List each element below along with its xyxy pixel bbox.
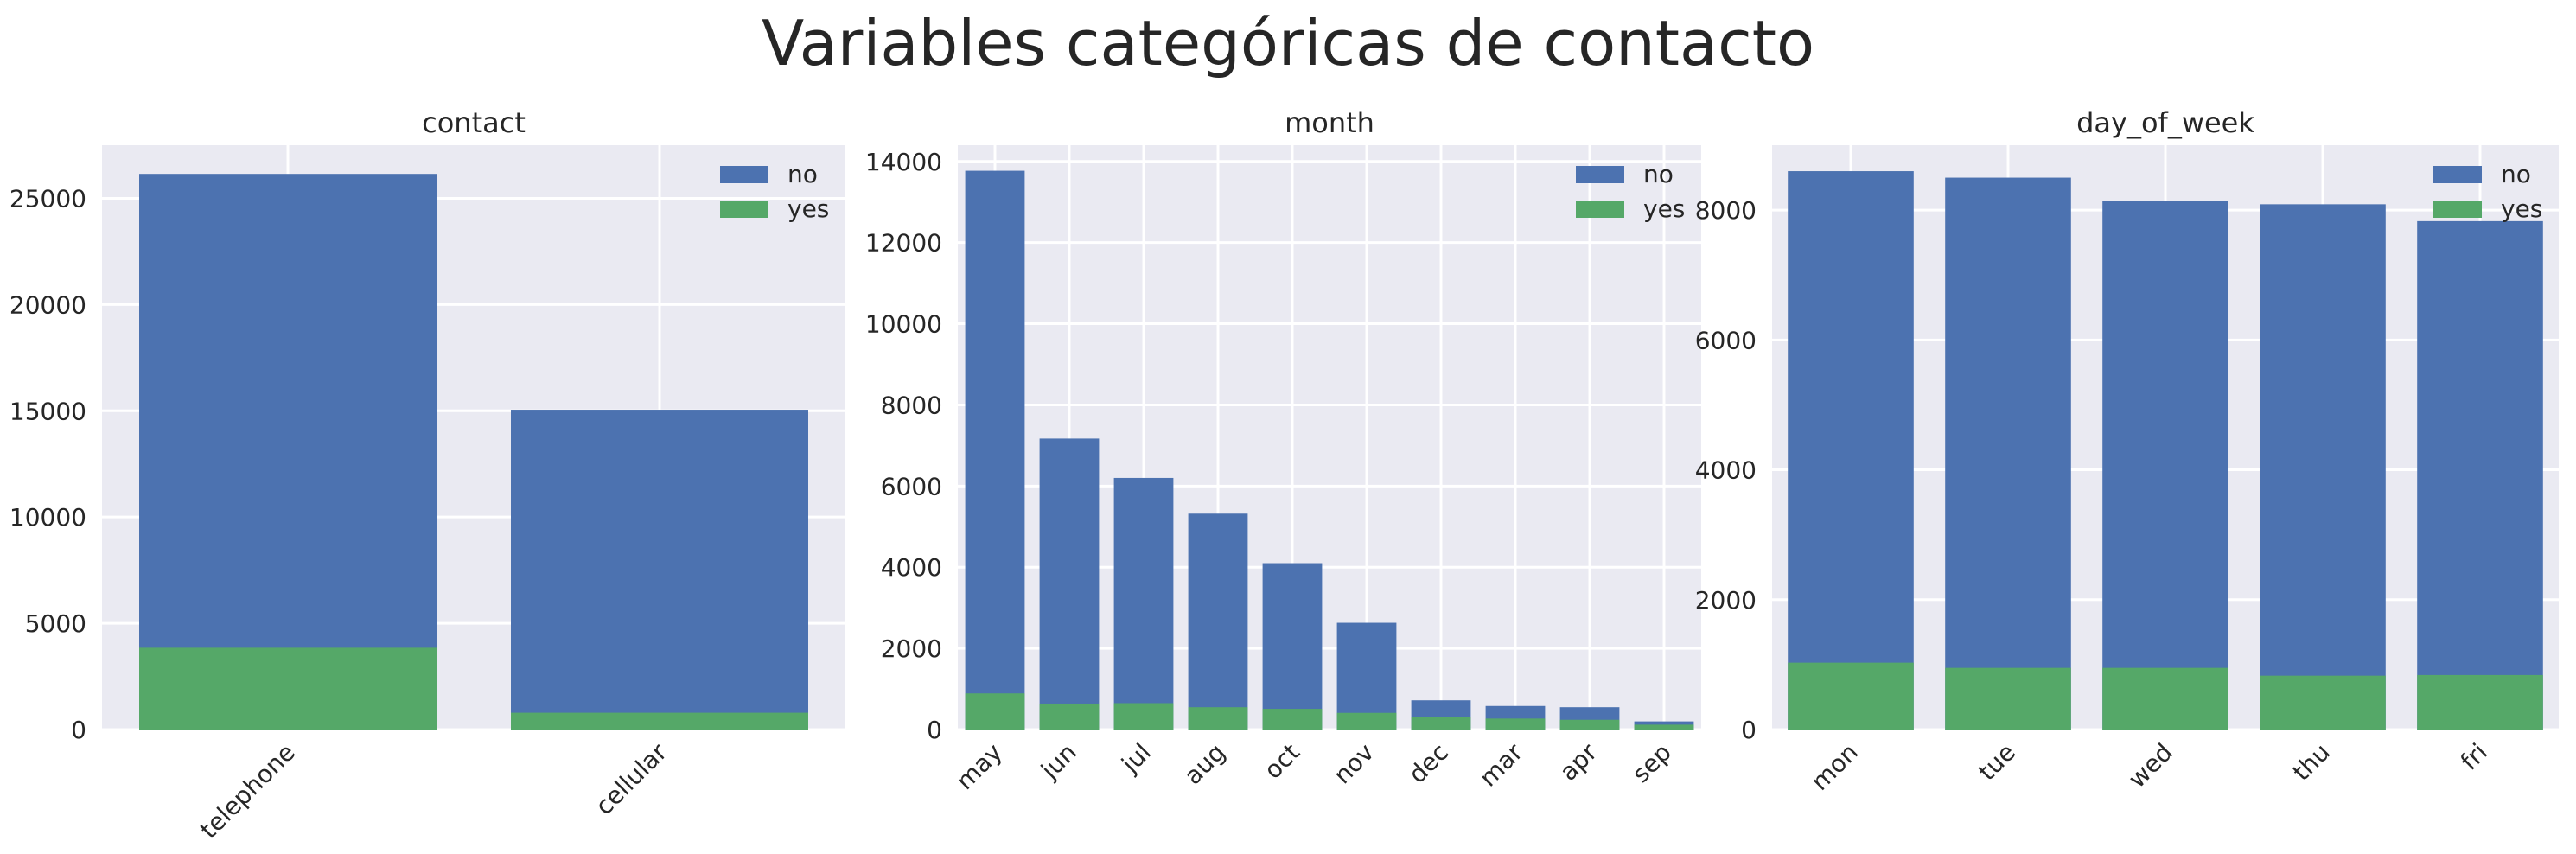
y-tick-label: 8000 — [1695, 196, 1757, 225]
bar-no-aug — [1188, 513, 1248, 730]
y-tick-label: 2000 — [881, 634, 942, 663]
legend-label-yes: yes — [2501, 194, 2542, 223]
bar-no-fri — [2417, 220, 2543, 730]
y-tick-label: 8000 — [881, 391, 942, 419]
legend-swatch-yes — [2433, 201, 2482, 218]
y-tick-label: 0 — [1741, 716, 1757, 744]
bar-yes-may — [965, 693, 1025, 730]
x-tick-label-tue: tue — [1973, 738, 2021, 787]
legend-swatch-no — [2433, 166, 2482, 183]
y-tick-label: 25000 — [10, 184, 86, 213]
bar-no-wed — [2102, 201, 2228, 730]
y-tick-label: 0 — [71, 716, 86, 744]
x-tick-label-nov: nov — [1328, 738, 1380, 790]
legend-swatch-yes — [1576, 201, 1624, 218]
subplot-title: contact — [422, 106, 526, 139]
y-tick-label: 20000 — [10, 290, 86, 319]
bar-yes-dec — [1411, 717, 1471, 730]
bar-yes-mon — [1788, 662, 1914, 730]
y-tick-label: 10000 — [865, 310, 942, 339]
legend-label-no: no — [787, 160, 818, 188]
x-tick-label-mon: mon — [1806, 738, 1864, 796]
x-tick-label-dec: dec — [1403, 738, 1454, 789]
bar-yes-jun — [1039, 703, 1100, 730]
x-tick-label-fri: fri — [2455, 738, 2493, 776]
subplot-title: day_of_week — [2076, 106, 2254, 139]
bar-yes-thu — [2260, 675, 2386, 730]
bar-yes-mar — [1485, 718, 1546, 730]
bar-yes-tue — [1945, 667, 2071, 730]
legend-label-no: no — [2501, 160, 2531, 188]
bar-no-tue — [1945, 177, 2071, 730]
legend-label-no: no — [1643, 160, 1674, 188]
bar-yes-sep — [1634, 724, 1694, 730]
subplot-title: month — [1285, 106, 1374, 139]
y-tick-label: 4000 — [881, 553, 942, 582]
x-tick-label-cellular: cellular — [590, 737, 673, 820]
x-tick-label-jul: jul — [1115, 738, 1157, 780]
bar-no-telephone — [139, 174, 437, 730]
y-tick-label: 5000 — [25, 609, 86, 638]
legend: no yes — [1576, 160, 1685, 223]
legend-label-yes: yes — [1643, 194, 1685, 223]
bar-yes-cellular — [511, 712, 808, 730]
legend: no yes — [2433, 160, 2542, 223]
bar-yes-oct — [1262, 709, 1323, 730]
bar-no-may — [965, 170, 1025, 730]
x-tick-label-thu: thu — [2287, 738, 2336, 787]
x-tick-label-aug: aug — [1178, 738, 1231, 791]
y-tick-label: 15000 — [10, 397, 86, 425]
bar-no-mon — [1788, 171, 1914, 730]
bar-yes-fri — [2417, 674, 2543, 730]
legend-swatch-yes — [720, 201, 768, 218]
bar-no-cellular — [511, 410, 808, 730]
x-tick-label-apr: apr — [1554, 737, 1604, 787]
bar-yes-apr — [1559, 719, 1620, 730]
y-tick-label: 6000 — [1695, 326, 1757, 354]
x-tick-label-mar: mar — [1474, 737, 1528, 792]
x-tick-label-jun: jun — [1035, 738, 1082, 786]
subplot-month: 0 2000 4000 6000 8000 10000 12000 14000 may jun ju… — [865, 106, 1701, 795]
y-tick-label: 14000 — [865, 148, 942, 176]
bar-yes-wed — [2102, 667, 2228, 730]
subplot-day-of-week: 0 2000 4000 6000 8000 mon tue wed thu fri day_of_w… — [1695, 106, 2559, 796]
y-tick-label: 4000 — [1695, 456, 1757, 485]
bar-yes-nov — [1336, 712, 1397, 730]
y-tick-label: 6000 — [881, 472, 942, 500]
legend-label-yes: yes — [787, 194, 829, 223]
x-tick-label-sep: sep — [1627, 738, 1677, 788]
figure-title: Variables categóricas de contacto — [762, 7, 1814, 80]
y-tick-label: 2000 — [1695, 586, 1757, 615]
bar-no-thu — [2260, 204, 2386, 730]
x-tick-label-wed: wed — [2123, 738, 2178, 793]
y-tick-label: 12000 — [865, 229, 942, 258]
y-tick-label: 0 — [927, 716, 942, 744]
bar-no-jul — [1113, 477, 1174, 730]
bar-no-oct — [1262, 563, 1323, 730]
bar-yes-aug — [1188, 707, 1248, 730]
bar-yes-jul — [1113, 703, 1174, 730]
x-tick-label-oct: oct — [1259, 738, 1305, 785]
legend-swatch-no — [720, 166, 768, 183]
subplot-contact: 0 5000 10000 15000 20000 25000 telephone cellul… — [10, 106, 845, 844]
legend-swatch-no — [1576, 166, 1624, 183]
y-tick-label: 10000 — [10, 503, 86, 532]
x-tick-label-may: may — [950, 738, 1007, 795]
x-tick-label-telephone: telephone — [194, 738, 301, 844]
bar-no-nov — [1336, 622, 1397, 730]
legend: no yes — [720, 160, 829, 223]
bar-no-jun — [1039, 438, 1100, 730]
bar-yes-telephone — [139, 647, 437, 730]
